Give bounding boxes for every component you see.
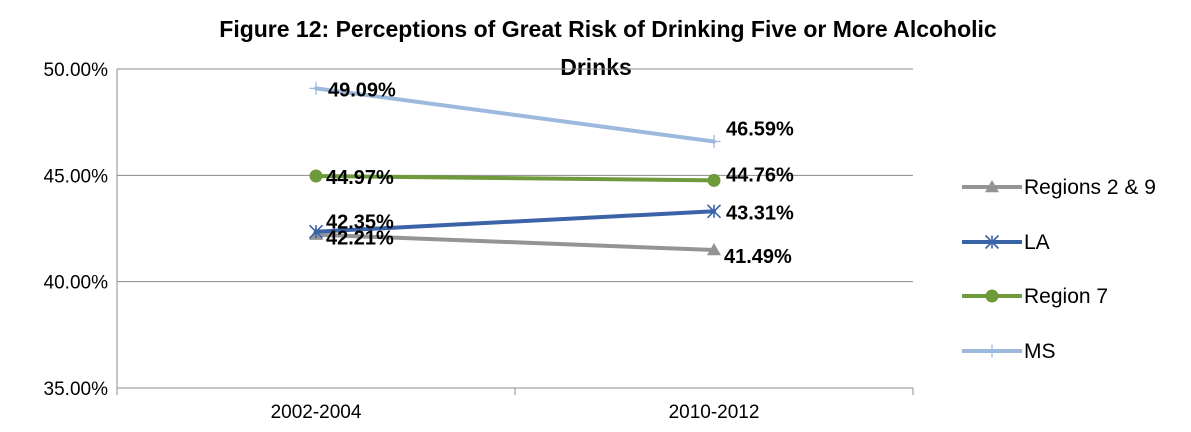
legend-label-region-7: Region 7 — [1024, 285, 1108, 308]
data-label-region-7-1: 44.76% — [726, 164, 794, 186]
data-label-la-0: 42.35% — [326, 212, 394, 234]
y-tick-label-40: 40.00% — [44, 273, 109, 294]
data-label-ms-0: 49.09% — [328, 79, 396, 101]
y-tick-label-45: 45.00% — [44, 166, 109, 187]
point-la-1 — [706, 204, 722, 219]
axes: 35.00% 40.00% 45.00% 50.00% 2002-2004 2010-20… — [44, 60, 914, 423]
data-labels: 42.21% 41.49% 42.35% 43.31% 44.97% 44.76% 49.0… — [326, 79, 794, 268]
series — [308, 81, 722, 256]
point-ms-1 — [707, 135, 721, 149]
data-label-regions-2-9-0: 42.21% — [326, 228, 394, 250]
legend-label-ms: MS — [1024, 340, 1056, 363]
x-tick-label-1: 2010-2012 — [669, 402, 760, 423]
legend-marker-region-7 — [985, 289, 999, 303]
point-region-7-0 — [309, 169, 323, 183]
point-ms-0 — [309, 81, 323, 95]
chart-title-line-2: Drinks — [560, 54, 632, 80]
point-region-7-1 — [707, 173, 721, 187]
series-line-la — [314, 209, 716, 234]
y-tick-label-50: 50.00% — [44, 60, 109, 81]
y-tick-label-35: 35.00% — [44, 379, 109, 400]
legend-label-la: LA — [1024, 231, 1050, 254]
data-label-la-1: 43.31% — [726, 202, 794, 224]
legend: Regions 2 & 9 LA Region 7 MS — [962, 176, 1156, 363]
gridlines — [117, 68, 913, 283]
series-line-regions-2-9 — [314, 232, 716, 252]
x-tick-label-0: 2002-2004 — [271, 402, 362, 423]
point-regions-2-9-1 — [707, 242, 721, 256]
legend-marker-ms — [985, 344, 999, 358]
data-label-regions-2-9-1: 41.49% — [724, 246, 792, 268]
series-line-ms — [314, 86, 716, 144]
data-label-ms-1: 46.59% — [726, 119, 794, 141]
series-line-region-7 — [314, 173, 716, 183]
legend-marker-regions-2-9 — [985, 180, 999, 193]
legend-label-regions-2-9: Regions 2 & 9 — [1024, 176, 1156, 199]
legend-marker-la — [984, 234, 1000, 250]
point-la-0 — [308, 224, 324, 239]
data-label-region-7-0: 44.97% — [326, 167, 394, 189]
chart-title-line-1: Figure 12: Perceptions of Great Risk of … — [219, 16, 997, 42]
